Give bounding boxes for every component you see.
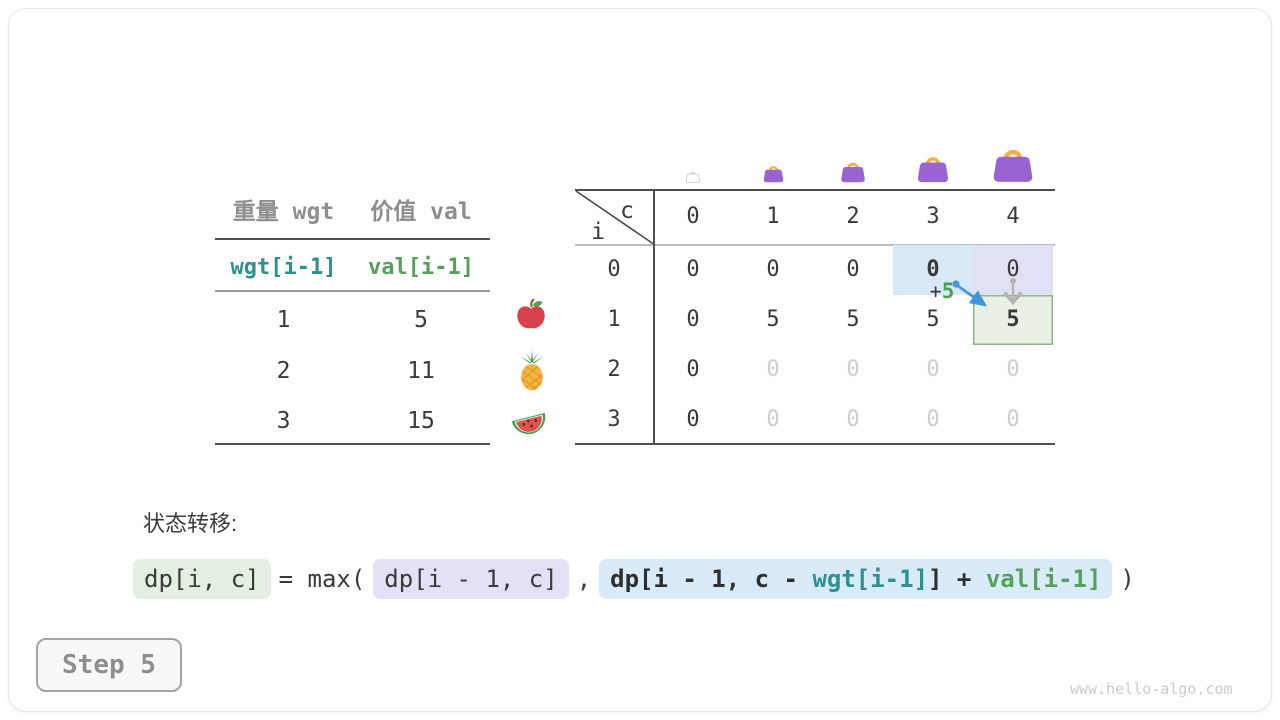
items-index-divider bbox=[215, 290, 490, 292]
bag-slot bbox=[893, 126, 973, 183]
formula-close-paren: ) bbox=[1120, 565, 1135, 593]
dp-cell: 0 bbox=[766, 257, 780, 282]
dp-col-header: 2 bbox=[846, 204, 860, 229]
items-col-weight-header: 重量 wgt bbox=[232, 199, 335, 225]
dp-row-header: 2 bbox=[607, 357, 621, 382]
formula-arg2-part: val[i-1] bbox=[985, 565, 1102, 593]
dp-cell: 5 bbox=[846, 307, 860, 332]
item-value-cell: 11 bbox=[407, 358, 435, 384]
dp-cell: 5 bbox=[766, 307, 780, 332]
dp-cell: 0 bbox=[686, 407, 700, 432]
capacity-bags-row bbox=[653, 126, 1053, 183]
item-weight-cell: 3 bbox=[276, 408, 291, 434]
formula-arg2-box: dp[i - 1, c - wgt[i-1]] + val[i-1] bbox=[599, 559, 1113, 599]
item-weight-cell: 2 bbox=[276, 358, 291, 384]
item-value-cell: 5 bbox=[414, 307, 428, 333]
dp-cell: 5 bbox=[926, 307, 940, 332]
dp-corner-col-label: c bbox=[620, 198, 634, 224]
dp-cell: 5 bbox=[973, 295, 1053, 345]
dp-header-divider bbox=[575, 244, 1055, 246]
bag-icon bbox=[915, 151, 951, 183]
formula-separator: , bbox=[576, 565, 592, 593]
items-col-value-header: 价值 val bbox=[370, 199, 472, 225]
items-val-index-cell: val[i-1] bbox=[368, 255, 474, 280]
pineapple-icon bbox=[516, 350, 548, 392]
formula-operator: = max( bbox=[278, 565, 366, 593]
dp-cell: 0 bbox=[1006, 357, 1020, 382]
bag-slot bbox=[653, 126, 733, 183]
dp-col-header: 0 bbox=[686, 204, 700, 229]
dp-cell: 0 bbox=[846, 407, 860, 432]
dp-cell: 0 bbox=[686, 357, 700, 382]
bag-slot bbox=[813, 126, 893, 183]
dp-cell: 0 bbox=[686, 307, 700, 332]
dp-row-header: 1 bbox=[607, 307, 621, 332]
dp-cell: 0 bbox=[846, 257, 860, 282]
formula-arg1-box: dp[i - 1, c] bbox=[373, 559, 569, 599]
items-table-row: 2 11 bbox=[215, 354, 490, 388]
state-transition-label: 状态转移: bbox=[143, 511, 238, 536]
formula-lhs-box: dp[i, c] bbox=[133, 559, 271, 599]
bag-icon bbox=[762, 162, 785, 183]
dp-cell: 0 bbox=[1006, 407, 1020, 432]
dp-column-headers: 0 1 2 3 4 bbox=[653, 191, 1053, 243]
dp-row-header: 3 bbox=[607, 407, 621, 432]
watermelon-icon bbox=[509, 404, 549, 440]
step-indicator-button[interactable]: Step 5 bbox=[36, 638, 182, 692]
dp-cell: 0 bbox=[926, 407, 940, 432]
formula-arg2-part: ] + bbox=[928, 565, 986, 593]
item-weight-cell: 1 bbox=[276, 307, 291, 333]
bag-empty-icon bbox=[685, 169, 701, 183]
state-transition-formula: dp[i, c] = max( dp[i - 1, c] , dp[i - 1,… bbox=[133, 559, 1143, 599]
dp-cell: 0 bbox=[926, 357, 940, 382]
items-bottom-divider bbox=[215, 443, 490, 445]
dp-vertical-divider bbox=[653, 189, 655, 445]
dp-cell: 0 bbox=[766, 407, 780, 432]
bag-icon bbox=[839, 158, 867, 183]
bag-slot bbox=[733, 126, 813, 183]
items-table-row: 3 15 bbox=[215, 404, 490, 438]
dp-cell: 0 bbox=[973, 245, 1053, 295]
dp-col-header: 1 bbox=[766, 204, 780, 229]
dp-bottom-border bbox=[575, 443, 1055, 445]
dp-col-header: 4 bbox=[1006, 204, 1020, 229]
dp-cell: 0 bbox=[686, 257, 700, 282]
watermark-url: www.hello-algo.com bbox=[1070, 680, 1233, 698]
dp-cell: 0 bbox=[766, 357, 780, 382]
dp-top-border bbox=[575, 189, 1055, 191]
bag-slot bbox=[973, 126, 1053, 183]
dp-row-header: 0 bbox=[607, 257, 621, 282]
item-value-cell: 15 bbox=[407, 408, 435, 434]
formula-arg2-part: dp[i - 1, c - bbox=[610, 565, 813, 593]
items-header-divider bbox=[215, 238, 490, 240]
transition-add-annotation: +5 bbox=[929, 279, 955, 303]
bag-icon bbox=[990, 142, 1036, 183]
dp-cell: 0 bbox=[846, 357, 860, 382]
apple-icon bbox=[514, 297, 548, 331]
items-wgt-index-cell: wgt[i-1] bbox=[230, 255, 337, 280]
dp-col-header: 3 bbox=[926, 204, 940, 229]
dp-corner-row-label: i bbox=[591, 219, 605, 245]
formula-arg2-part: wgt[i-1] bbox=[812, 565, 929, 593]
